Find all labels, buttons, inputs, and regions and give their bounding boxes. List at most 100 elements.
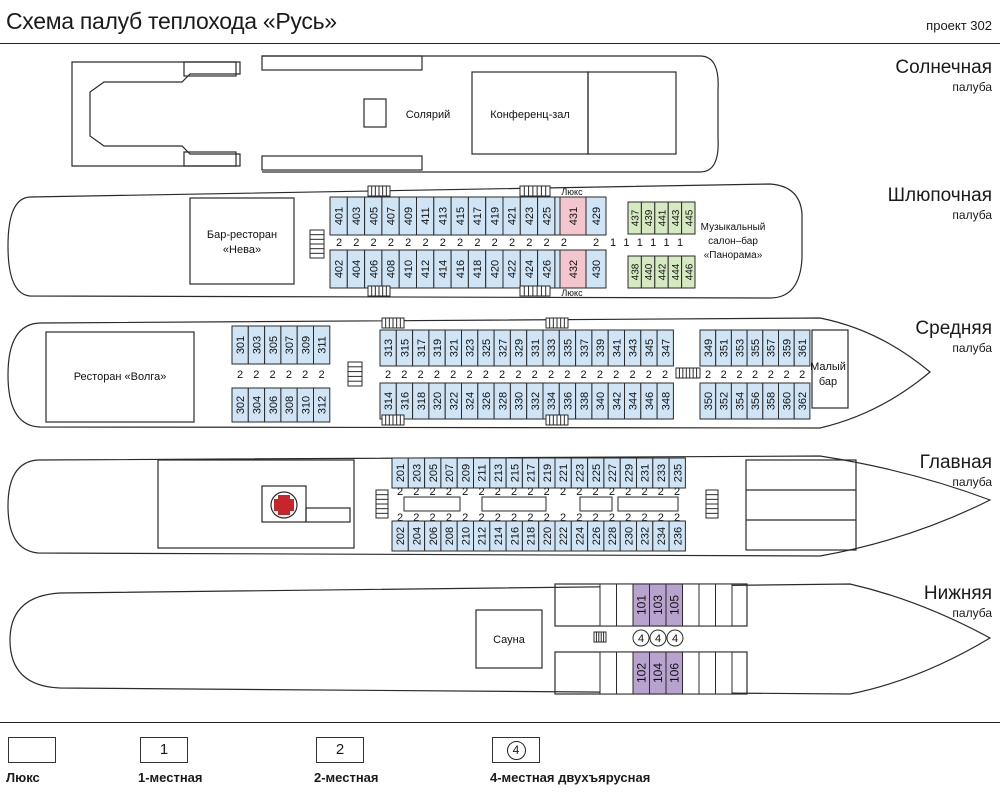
boat-cabin-430	[585, 249, 607, 289]
mid-cabin-number-301: 301	[235, 336, 247, 354]
main-cabin-number-210: 210	[460, 527, 472, 545]
boat-cabin-number-420: 420	[489, 260, 501, 278]
main-cabin-number-204: 204	[411, 527, 423, 545]
small-bar	[811, 329, 849, 409]
mid-mark-a-5: 2	[318, 369, 324, 381]
main-mark-top-16: 2	[658, 486, 664, 498]
main-cabins: 201 203 205 207 209 211 213 215 217 219 221 223 225 2…	[391, 457, 686, 552]
boat-mark-one-5: 1	[677, 237, 683, 249]
mid-cabin-number-318: 318	[416, 392, 428, 410]
legend-label-single: 1-местная	[138, 770, 203, 785]
mid-cabin-number-311: 311	[317, 336, 329, 354]
mid-mark-a-1: 2	[253, 369, 259, 381]
mid-cabin-number-352: 352	[719, 392, 731, 410]
mid-mark-b-12: 2	[581, 369, 587, 381]
sun-bench-top	[261, 55, 423, 71]
main-mark-top-3: 2	[446, 486, 452, 498]
main-cabin-number-215: 215	[509, 464, 521, 482]
mid-cabin-361	[793, 329, 811, 367]
main-cabin-number-225: 225	[591, 464, 603, 482]
main-cabin-236	[668, 520, 686, 552]
quad-mark-circle-1	[649, 629, 667, 647]
mid-mark-b-0: 2	[385, 369, 391, 381]
mid-cabin-number-315: 315	[399, 339, 411, 357]
main-mark-bottom-2: 2	[430, 512, 436, 524]
boat-corridor-marks: 2222222222222222111111	[313, 237, 683, 249]
mid-mark-b-10: 2	[548, 369, 554, 381]
main-mark-top-14: 2	[625, 486, 631, 498]
mid-cabin-number-310: 310	[300, 396, 312, 414]
main-mark-top-10: 2	[560, 486, 566, 498]
mid-cabin-number-343: 343	[628, 339, 640, 357]
mid-mark-b-2: 2	[418, 369, 424, 381]
main-cabin-number-220: 220	[542, 527, 554, 545]
boat-cabin-number-422: 422	[507, 260, 519, 278]
boat-cabin-number-414: 414	[437, 260, 449, 278]
mid-cabin-number-323: 323	[465, 339, 477, 357]
mid-cabin-number-327: 327	[497, 339, 509, 357]
main-mark-top-2: 2	[430, 486, 436, 498]
main-cabin-number-232: 232	[640, 527, 652, 545]
mid-cabin-number-342: 342	[611, 392, 623, 410]
lower-cabin-number-106: 106	[667, 663, 681, 683]
sun-cover-bottom	[183, 151, 237, 167]
boat-cabin-number-430: 430	[591, 260, 603, 278]
boat-mark-two-7: 2	[457, 237, 463, 249]
boat-single-number-443: 443	[671, 209, 682, 226]
mid-mark-b-8: 2	[515, 369, 521, 381]
main-cabin-number-231: 231	[640, 464, 652, 482]
main-mark-bottom-6: 2	[495, 512, 501, 524]
mid-mark-b-16: 2	[646, 369, 652, 381]
main-cabin-number-208: 208	[444, 527, 456, 545]
main-cabin-number-218: 218	[526, 527, 538, 545]
mid-mark-b-3: 2	[434, 369, 440, 381]
main-bow-room	[745, 459, 857, 551]
boat-single-number-441: 441	[658, 209, 669, 226]
main-cabin-number-213: 213	[493, 464, 505, 482]
mid-mark-b-4: 2	[450, 369, 456, 381]
stairs-boat-bottom-2	[519, 285, 551, 297]
legend-swatch-quad: 4	[492, 737, 540, 763]
deck-label-boat: Шлюпочная палуба	[887, 185, 992, 222]
mid-cabin-number-312: 312	[317, 396, 329, 414]
lower-cabin-number-105: 105	[667, 595, 681, 615]
main-cabin-number-222: 222	[558, 527, 570, 545]
main-corridor-marks: 2 2 2 2 2 2 2 2 2 2 2 2 2 2 2 2 2 22 2 2 2 2 2 2 2 2 2 2 2 2 2 2 2 2 2	[397, 486, 680, 524]
boat-cabin-number-416: 416	[455, 260, 467, 278]
medical-room	[261, 485, 307, 523]
mid-cabin-number-325: 325	[481, 339, 493, 357]
deck-label-main: Главная палуба	[919, 452, 992, 489]
main-cabin-number-211: 211	[477, 464, 489, 482]
mid-cabin-number-331: 331	[530, 339, 542, 357]
legend-label-lux: Люкс	[6, 770, 40, 785]
sauna-label: Сауна	[493, 634, 526, 646]
main-cabin-number-201: 201	[395, 464, 407, 482]
legend-swatch-single: 1	[140, 737, 188, 763]
mid-mark-a-4: 2	[302, 369, 308, 381]
mid-cabin-311	[313, 325, 331, 365]
mid-cabin-number-330: 330	[514, 392, 526, 410]
main-mark-bottom-8: 2	[527, 512, 533, 524]
mid-mark-c-6: 2	[799, 369, 805, 381]
solarium-label: Солярий	[406, 109, 451, 121]
main-cabin-235	[668, 457, 686, 489]
main-mark-bottom-14: 2	[625, 512, 631, 524]
quad-mark-2: 4	[672, 633, 678, 645]
lower-cabin-number-103: 103	[651, 595, 665, 615]
mid-cabin-number-336: 336	[562, 392, 574, 410]
mid-cabin-number-341: 341	[611, 339, 623, 357]
lower-store-top-0	[599, 583, 617, 627]
main-mark-top-8: 2	[527, 486, 533, 498]
lower-cabin-number-104: 104	[651, 663, 665, 683]
boat-cabin-number-411: 411	[420, 207, 432, 225]
main-cabin-number-234: 234	[656, 527, 668, 545]
mid-cabin-number-351: 351	[719, 339, 731, 357]
mid-mark-c-0: 2	[705, 369, 711, 381]
boat-mark-one-4: 1	[664, 237, 670, 249]
small-bar-label-1: Малый	[810, 361, 846, 373]
boat-cabin-number-415: 415	[455, 207, 467, 225]
lower-cabin-105	[665, 583, 683, 627]
mid-cabin-number-333: 333	[546, 339, 558, 357]
mid-cabin-number-335: 335	[562, 339, 574, 357]
mid-mark-c-5: 2	[783, 369, 789, 381]
